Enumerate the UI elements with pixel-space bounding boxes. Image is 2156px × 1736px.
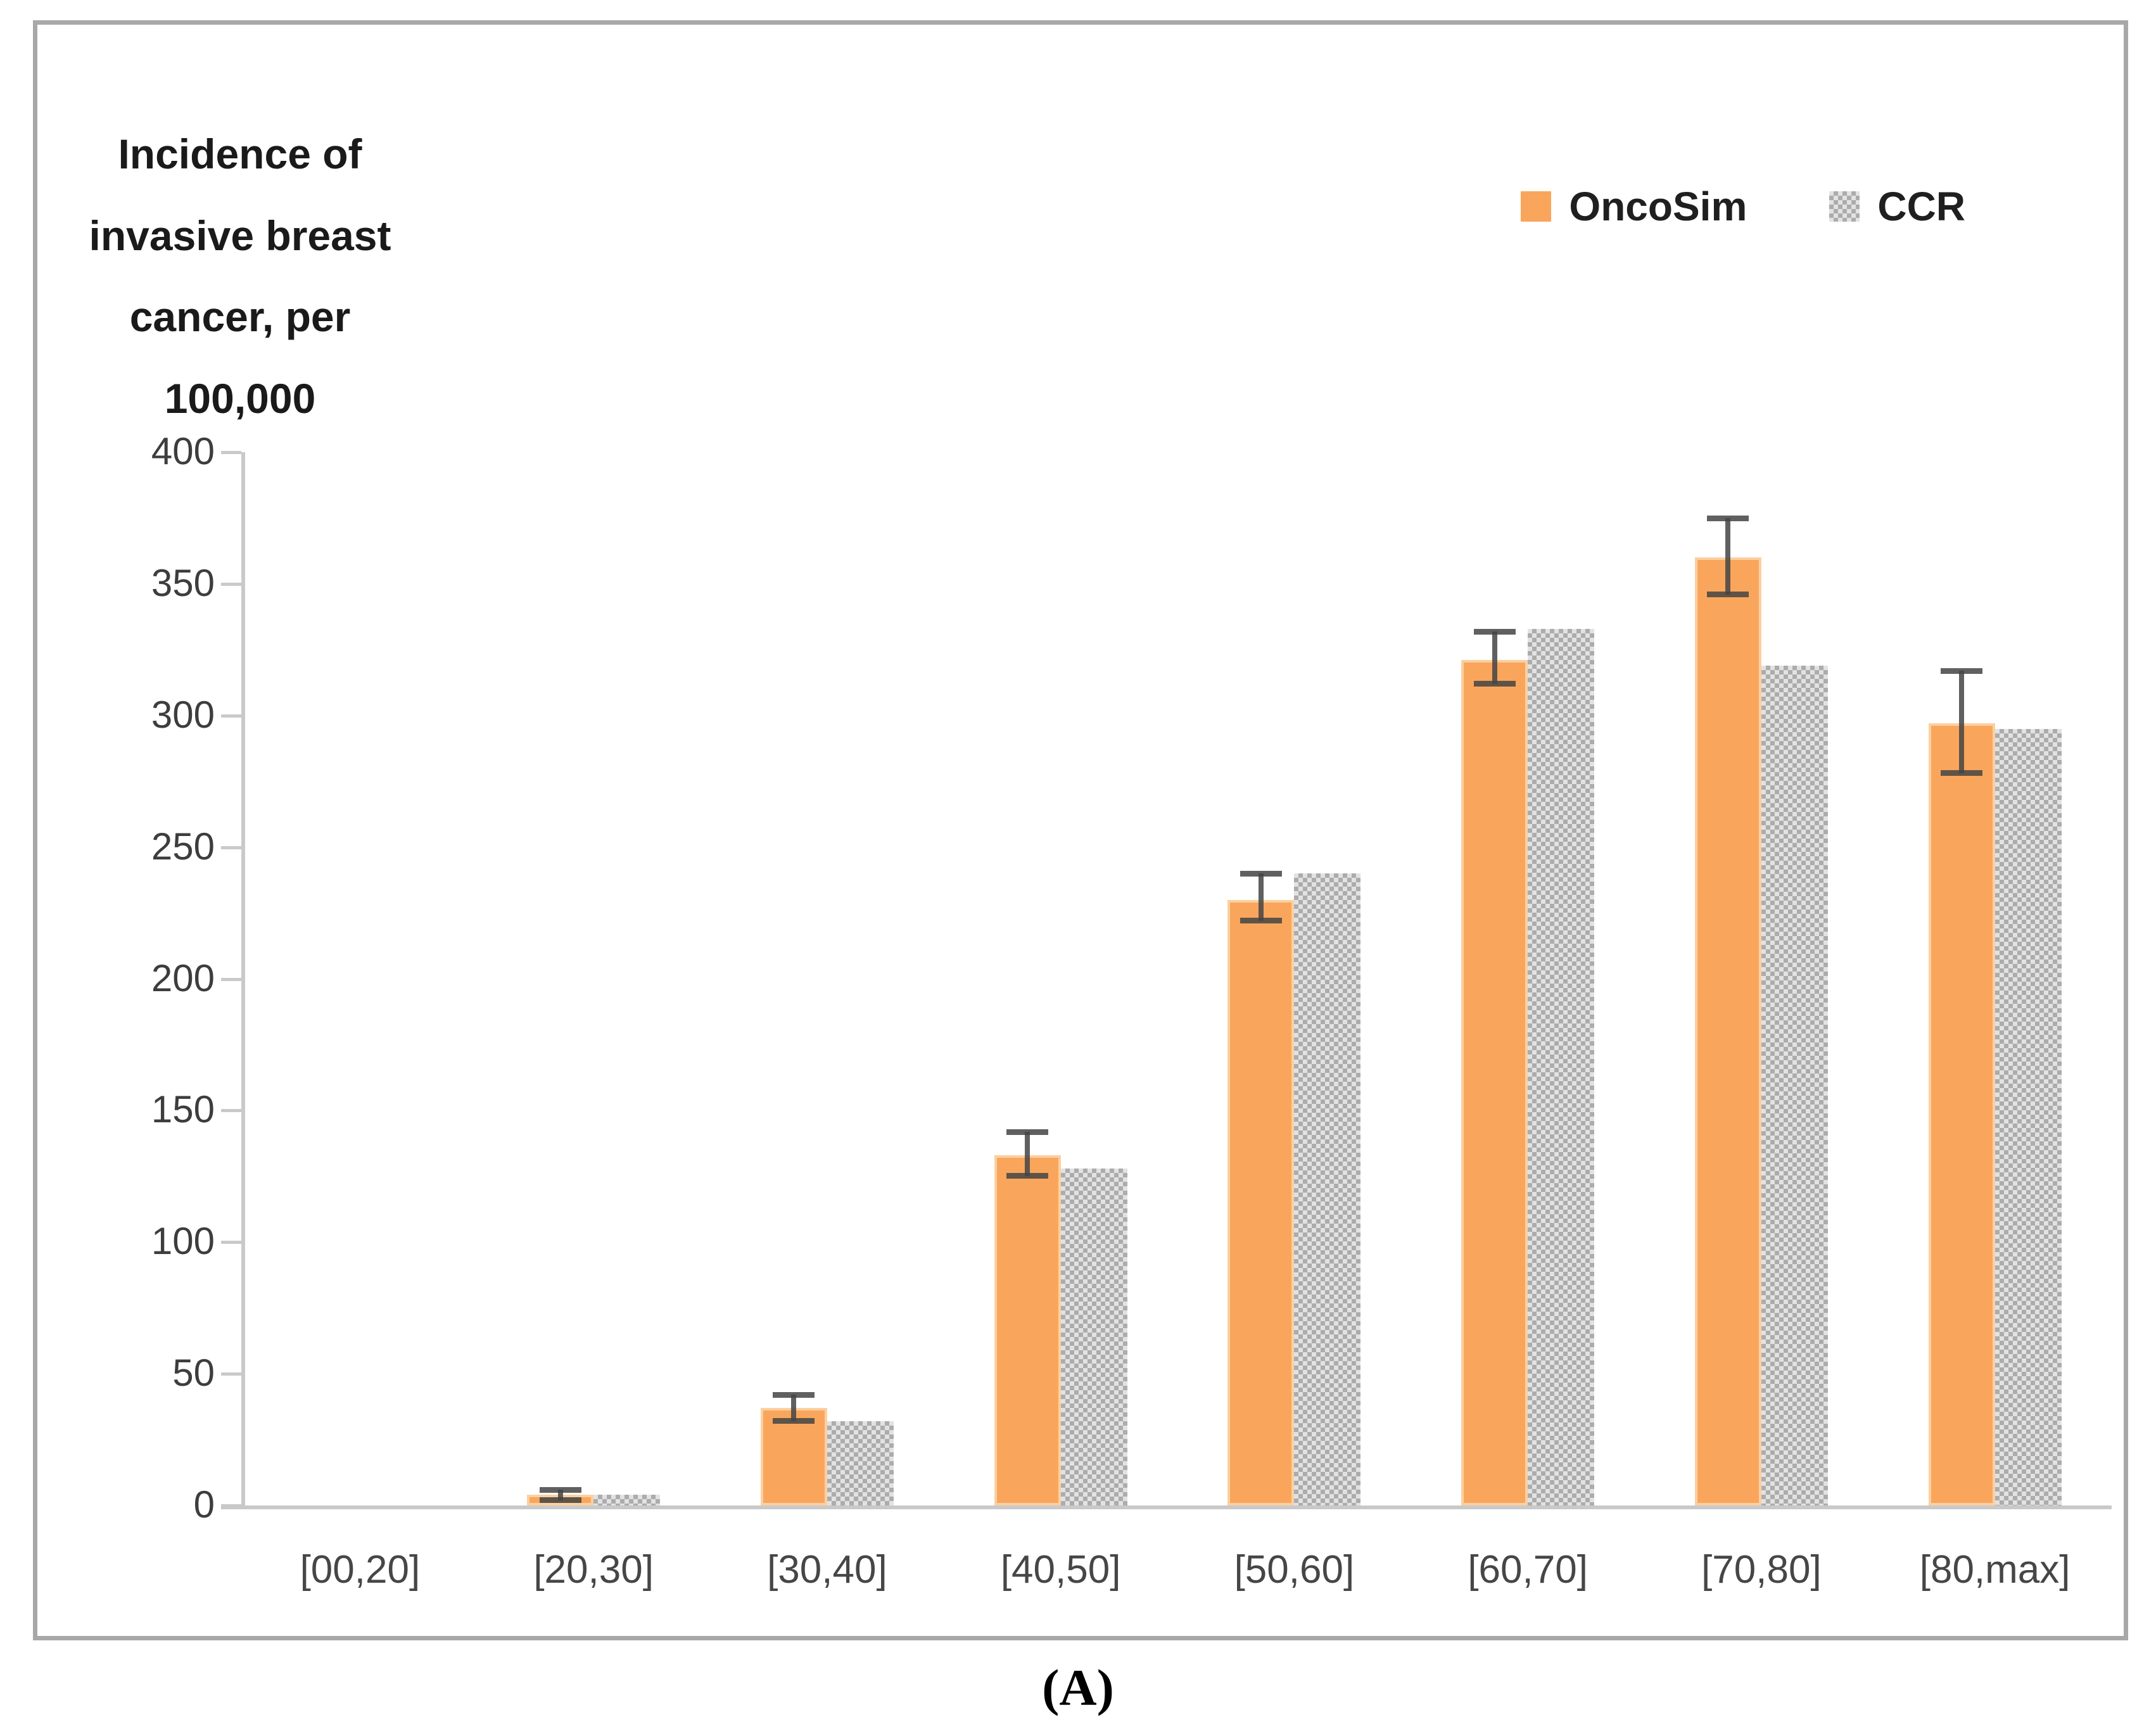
bar-oncosim xyxy=(1694,557,1761,1505)
plot-area: 0 50 100 150 200 250 300 350 400 [00,20] [20,30] [3… xyxy=(37,25,2124,1636)
y-tick-mark xyxy=(221,714,241,718)
y-tick-mark xyxy=(221,977,241,981)
y-tick-mark xyxy=(221,1241,241,1245)
y-tick-label: 250 xyxy=(151,825,215,868)
legend: OncoSim CCR xyxy=(1521,183,1965,230)
x-axis-category-label: [70,80] xyxy=(1701,1548,1822,1592)
bar-ccr xyxy=(1294,873,1361,1505)
x-axis-category-label: [80,max] xyxy=(1919,1548,2070,1592)
error-bar-cap-top xyxy=(1941,668,1983,675)
figure-caption: (A) xyxy=(1042,1659,1114,1716)
x-axis-category-label: [20,30] xyxy=(533,1548,654,1592)
bar-oncosim xyxy=(1928,723,1995,1505)
x-axis-category-label: [40,50] xyxy=(1000,1548,1121,1592)
error-bar-cap-top xyxy=(1006,1129,1049,1135)
y-tick-label: 0 xyxy=(193,1483,215,1526)
error-bar-cap-bottom xyxy=(1473,680,1516,687)
error-bar-cap-top xyxy=(539,1487,581,1493)
x-axis-category-label: [60,70] xyxy=(1468,1548,1588,1592)
bar-oncosim xyxy=(760,1408,827,1505)
legend-label-oncosim: OncoSim xyxy=(1569,184,1747,229)
bar-ccr xyxy=(1528,628,1595,1505)
oncosim-swatch-icon xyxy=(1521,191,1552,222)
y-tick-label: 50 xyxy=(172,1352,215,1395)
error-bar-cap-top xyxy=(1707,515,1749,521)
error-bar-cap-bottom xyxy=(1707,591,1749,597)
error-bar-cap-bottom xyxy=(539,1497,581,1503)
bar-oncosim xyxy=(1227,899,1295,1505)
bar-oncosim xyxy=(994,1155,1061,1505)
bar-ccr xyxy=(1060,1168,1127,1505)
y-tick-label: 200 xyxy=(151,956,215,999)
error-bar-cap-top xyxy=(1240,871,1282,877)
y-tick-mark xyxy=(221,1109,241,1113)
error-bar-cap-top xyxy=(773,1392,815,1398)
error-bar-line xyxy=(791,1395,797,1421)
error-bar-line xyxy=(1025,1131,1030,1177)
bar-oncosim xyxy=(1461,660,1528,1505)
y-tick-mark xyxy=(221,582,241,586)
error-bar-cap-bottom xyxy=(773,1417,815,1424)
ccr-swatch-icon xyxy=(1829,191,1860,222)
y-tick-label: 300 xyxy=(151,693,215,736)
error-bar-line xyxy=(1492,631,1497,684)
bar-ccr xyxy=(1994,728,2062,1505)
y-tick-mark xyxy=(221,1372,241,1376)
y-tick-mark xyxy=(221,451,241,454)
x-axis-category-label: [30,40] xyxy=(767,1548,887,1592)
y-tick-mark xyxy=(221,1504,241,1507)
y-tick-label: 100 xyxy=(151,1220,215,1263)
y-tick-label: 350 xyxy=(151,561,215,604)
x-axis-category-label: [00,20] xyxy=(300,1548,421,1592)
legend-label-ccr: CCR xyxy=(1877,184,1965,229)
x-axis-line xyxy=(221,1505,2112,1509)
error-bar-line xyxy=(1725,517,1731,595)
error-bar-line xyxy=(557,1490,563,1500)
error-bar-line xyxy=(1258,873,1264,922)
chart-frame: Incidence of invasive breast cancer, per… xyxy=(33,20,2128,1640)
bar-ccr xyxy=(1761,665,1828,1505)
legend-item-ccr: CCR xyxy=(1829,183,1965,230)
y-tick-label: 400 xyxy=(151,430,215,472)
y-axis-line xyxy=(241,452,245,1509)
y-axis-title: Incidence of invasive breast cancer, per… xyxy=(89,130,391,422)
error-bar-line xyxy=(1959,671,1965,774)
y-tick-label: 150 xyxy=(151,1088,215,1131)
error-bar-cap-bottom xyxy=(1240,918,1282,924)
error-bar-cap-bottom xyxy=(1941,770,1983,776)
x-axis-category-label: [50,60] xyxy=(1234,1548,1355,1592)
error-bar-cap-top xyxy=(1473,628,1516,635)
legend-item-oncosim: OncoSim xyxy=(1521,183,1747,230)
y-tick-mark xyxy=(221,846,241,849)
error-bar-cap-bottom xyxy=(1006,1173,1049,1179)
bar-ccr xyxy=(827,1421,894,1505)
bar-ccr xyxy=(593,1495,661,1505)
